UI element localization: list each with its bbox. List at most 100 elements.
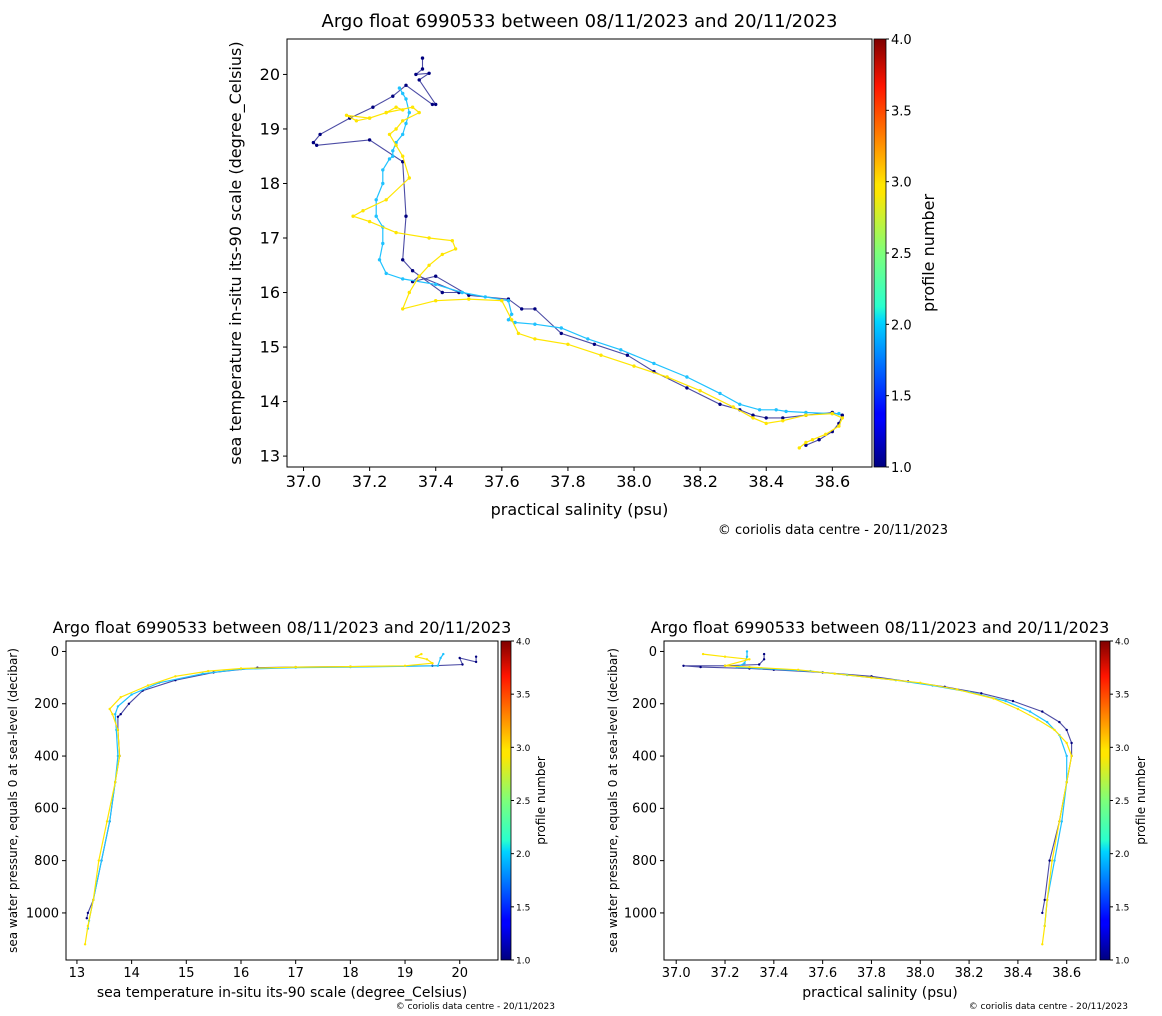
data-point [294,665,297,669]
data-point [118,754,121,758]
data-point [407,176,411,180]
data-point [781,416,785,420]
colorbar-tick-label: 3.0 [891,176,912,191]
x-tick-label: 19 [397,966,414,981]
data-point [367,219,372,224]
data-point [85,917,89,920]
data-point [599,353,603,357]
data-point [387,157,392,161]
data-point [434,282,438,287]
data-point [83,943,87,946]
data-point [427,236,431,240]
y-tick-label: 19 [260,120,280,139]
colorbar-tick-label: 4.0 [516,637,531,647]
data-point [510,312,514,316]
data-point [665,375,669,379]
x-tick-label: 13 [69,966,86,981]
data-point [533,337,537,341]
x-tick-label: 15 [178,966,195,981]
data-point [824,432,828,436]
data-point [1058,720,1061,724]
data-point [420,56,425,60]
data-point [804,410,808,415]
data-point [381,241,385,246]
data-point [401,154,405,158]
data-point [919,681,922,684]
data-point [870,676,873,679]
series-line-profile-3 [703,653,1073,945]
y-tick-label: 16 [260,283,280,302]
data-point [784,409,788,414]
data-point [384,271,388,276]
data-point [394,105,398,109]
data-point [1065,754,1068,758]
colorbar-tick-label: 2.5 [516,797,530,807]
data-point [992,697,995,700]
data-point [758,663,761,666]
data-point [351,214,355,218]
data-point [745,650,749,653]
data-point [731,405,735,409]
data-point [1036,718,1039,721]
colorbar [1099,640,1111,961]
data-point [1070,754,1073,758]
data-point [774,408,778,412]
series-line-profile-1 [683,654,1073,913]
data-point [743,662,746,665]
data-point [1046,720,1049,724]
data-point [506,318,511,322]
colorbar-label: profile number [1134,756,1148,845]
data-point [483,295,487,299]
data-point [414,72,418,77]
data-series-group [311,56,844,450]
data-point [427,263,431,267]
data-point [401,307,405,311]
data-point [367,138,372,142]
data-point [391,154,395,158]
chart-title: Argo float 6990533 between 08/11/2023 an… [53,618,512,637]
x-axis-label: practical salinity (psu) [802,985,958,1001]
data-point [401,132,405,137]
plot-frame [286,38,873,468]
data-point [92,898,95,902]
plot-frame [65,640,499,961]
data-point [1060,820,1064,823]
x-tick-label: 37.8 [550,472,586,491]
data-point [1058,820,1061,823]
salinity-profile-chart: Argo float 6990533 between 08/11/2023 an… [606,618,1148,1012]
data-point [757,408,762,412]
data-point [1070,741,1073,745]
data-point [1048,859,1051,862]
data-point [407,290,411,295]
colorbar-tick-label: 3.5 [891,104,912,119]
data-point [461,663,464,666]
y-tick-label: 13 [260,447,280,466]
colorbar-tick-label: 4.0 [891,33,912,48]
data-point [344,113,349,118]
series-line-profile-1 [86,656,477,919]
data-point [111,713,114,716]
x-tick-label: 38.4 [748,472,784,491]
x-tick-label: 37.4 [418,472,454,491]
colorbar-tick-label: 2.0 [891,318,912,333]
colorbar-tick-label: 1.5 [891,390,912,405]
data-point [391,149,395,153]
data-point [367,116,372,120]
x-tick-label: 18 [342,966,359,981]
y-tick-label: 1000 [624,906,657,921]
credit-text: © coriolis data centre - 20/11/2023 [969,1002,1128,1012]
data-point [699,665,702,669]
data-point [201,672,204,675]
data-point [100,859,103,862]
y-tick-label: 200 [34,697,59,712]
plot-frame [663,640,1097,961]
ts-diagram: Argo float 6990533 between 08/11/2023 an… [226,11,948,538]
data-point [361,209,365,213]
data-point [410,105,415,109]
data-point [434,274,438,278]
data-point [1053,728,1056,732]
y-axis-label: sea water pressure, equals 0 at sea-leve… [606,648,620,953]
y-tick-label: 0 [649,645,657,660]
data-point [410,269,415,273]
data-point [533,322,537,326]
